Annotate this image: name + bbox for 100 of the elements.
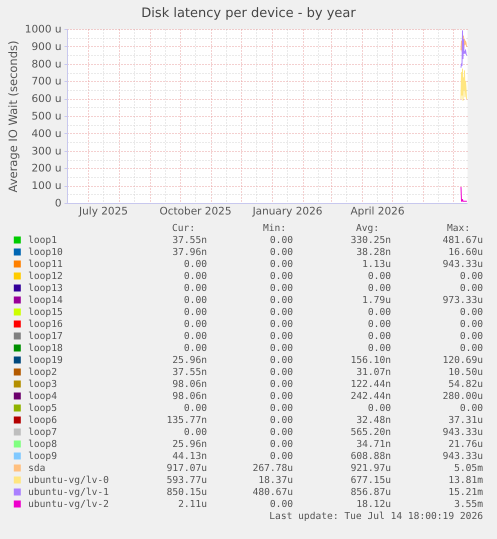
legend-label: loop19 [28,355,63,366]
text: 16.60u [448,247,483,258]
text: 480.67u [252,487,293,498]
text: 943.33u [442,451,483,462]
text: 856.87u [350,487,391,498]
text: 98.06n [172,379,207,390]
x-tick-label: April 2026 [350,206,405,218]
text: 0.00 [270,439,294,450]
legend-label: loop10 [28,247,63,258]
legend-label: loop1 [28,235,58,246]
x-tick-label: January 2026 [252,206,323,218]
text: 0.00 [368,343,392,354]
x-tick-label: July 2025 [78,206,128,218]
legend-label: ubuntu-vg/lv-0 [28,475,110,486]
y-axis-title: Average IO Wait (seconds) [6,40,20,192]
text: Avg: [356,223,380,234]
text: 1.79u [362,295,391,306]
text: 0.00 [184,307,208,318]
text: 0.00 [270,379,294,390]
text: 0.00 [270,499,294,510]
y-tick-label: 800 u [31,58,62,70]
text: 25.96n [172,439,207,450]
legend-label: ubuntu-vg/lv-2 [28,499,109,510]
text: 3.55m [454,499,484,510]
text: Max: [447,223,470,234]
text: 330.25n [350,235,391,246]
text: 943.33u [442,427,483,438]
legend-label: loop2 [28,367,57,378]
y-tick-label: 100 u [31,180,62,192]
text: 917.07u [166,463,207,474]
legend-label: loop8 [28,439,58,450]
text: 1.13u [362,259,391,270]
text: 0.00 [368,319,392,330]
text: 135.77n [166,415,207,426]
chart-title: Disk latency per device - by year [141,6,356,21]
text: 25.96n [172,355,207,366]
text: 38.28n [356,247,391,258]
text: 0.00 [460,283,484,294]
y-tick-label: 400 u [31,128,62,140]
text: 5.05m [454,463,484,474]
legend-label: sda [28,463,46,474]
text: 973.33u [442,295,483,306]
text: 120.69u [442,355,483,366]
text: 0.00 [270,331,294,342]
text: 0.00 [460,319,484,330]
legend-label: loop17 [28,331,63,342]
text: 0.00 [184,319,208,330]
y-tick-label: 900 u [31,40,62,53]
text: 0.00 [270,343,294,354]
text: 98.06n [172,391,207,402]
text: 34.71n [356,439,391,450]
text: 0.00 [368,307,392,318]
legend-label: loop11 [28,259,63,270]
text: 54.82u [448,379,483,390]
text: 0.00 [460,403,484,414]
text: 0.00 [184,271,208,282]
text: 280.00u [442,391,483,402]
text: 0.00 [270,415,294,426]
text: 2.11u [178,499,207,510]
line-series [460,35,467,52]
text: 242.44n [350,391,391,402]
text: 0.00 [460,343,484,354]
text: 32.48n [356,415,391,426]
text: 0.00 [184,283,208,294]
y-tick-label: 500 u [31,110,62,122]
legend-label: loop13 [28,283,63,294]
text: Min: [263,223,286,234]
legend-label: loop4 [28,391,58,402]
text: 0.00 [184,343,208,354]
text: 0.00 [270,391,294,402]
text: Cur: [172,223,196,234]
text: 677.15u [350,475,391,486]
text: 921.97u [350,463,391,474]
text: 0.00 [270,355,294,366]
text: 0.00 [270,451,294,462]
text: 0.00 [184,403,208,414]
legend-label: loop12 [28,271,63,282]
text: 0.00 [184,331,208,342]
text: 0.00 [270,319,294,330]
text: 156.10n [350,355,391,366]
text: 0.00 [270,247,294,258]
text: 565.20n [350,427,391,438]
text: 0.00 [460,271,484,282]
text: 37.31u [448,415,483,426]
text: 122.44n [350,379,391,390]
text: 21.76u [448,439,483,450]
text: 0.00 [184,259,208,270]
text: 0.00 [270,307,294,318]
text: 31.07n [356,367,391,378]
line-series [460,68,467,101]
y-tick-label: 700 u [31,76,62,88]
legend-label: loop6 [28,415,58,426]
y-tick-label: 200 u [31,162,62,175]
legend-label: loop18 [28,343,63,354]
text: 0.00 [270,271,294,282]
text: 0.00 [270,259,294,270]
text: 0.00 [270,403,294,414]
text: 0.00 [270,295,294,306]
text: 18.12u [356,499,391,510]
text: 0.00 [270,367,294,378]
